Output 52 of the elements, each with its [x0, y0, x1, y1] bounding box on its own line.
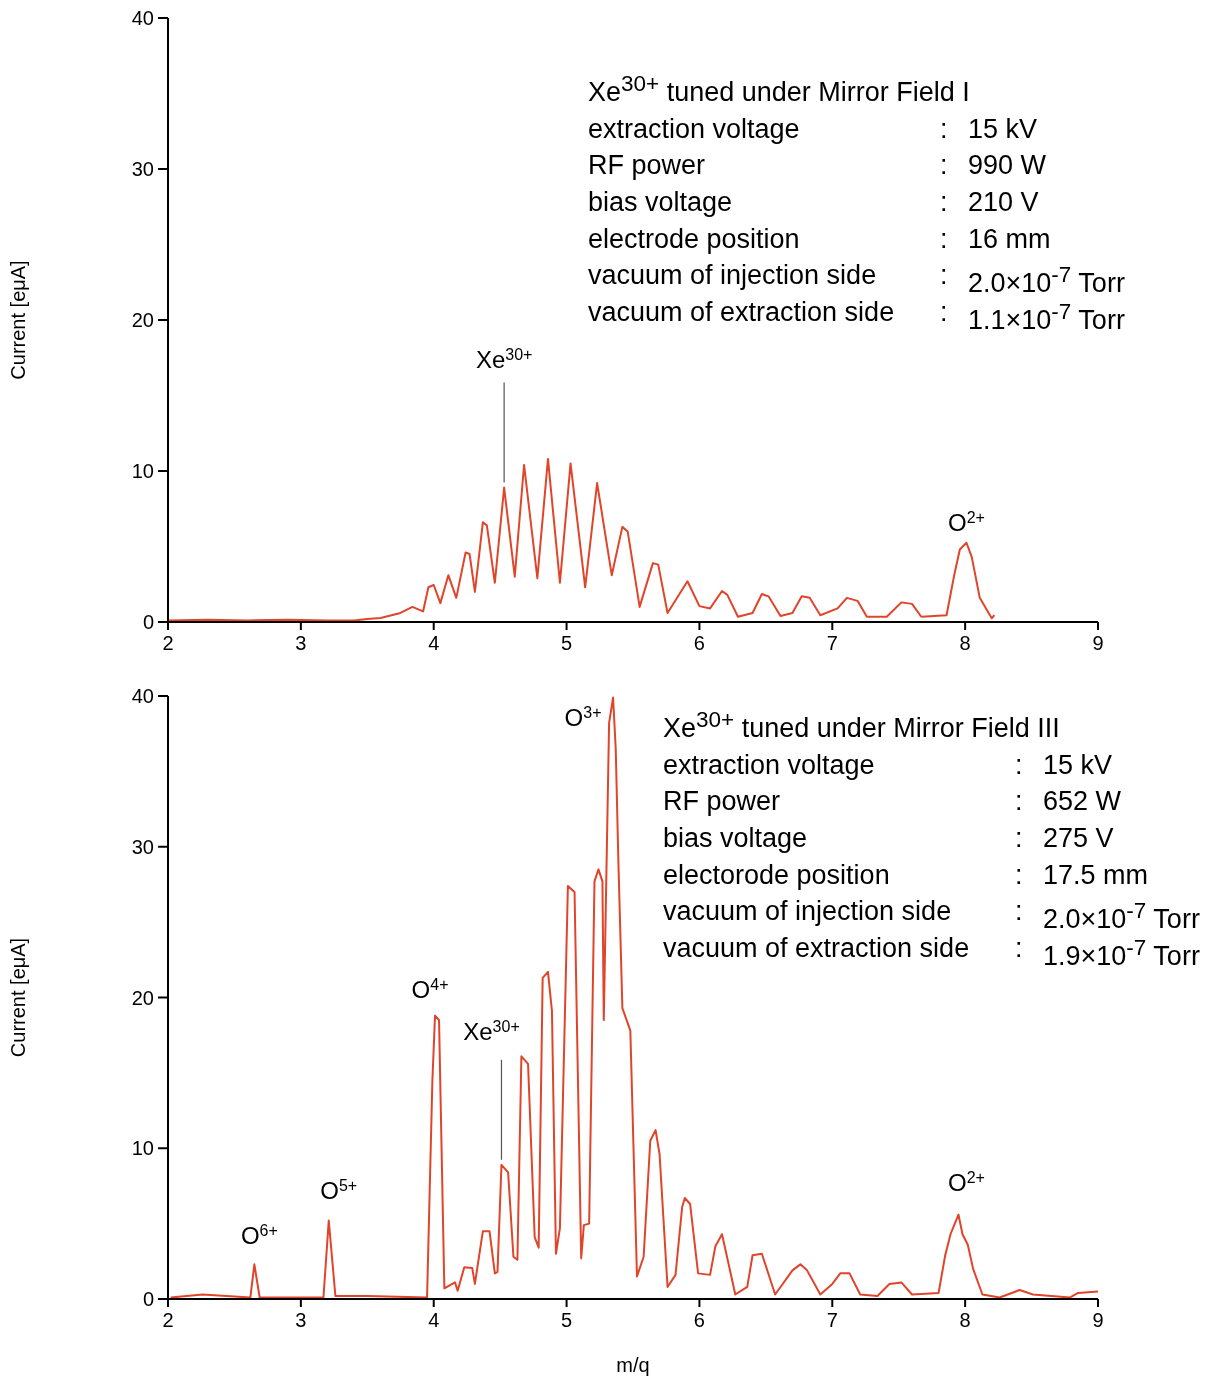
y-tick-label: 30 [131, 835, 154, 858]
annotation: Xe$^{30+}$ [475, 345, 533, 373]
text: bias voltage : 210 V [588, 187, 1039, 218]
y-tick-label: 10 [131, 460, 154, 483]
text: vacuum of extraction side : 1.1×10$^{-7}$ Torr [588, 297, 1125, 336]
x-tick-label: 4 [428, 1309, 440, 1332]
annotation: Xe$^{30+}$ tuned under Mirror Field III [663, 706, 1060, 745]
text: extraction voltage : 15 kV [588, 113, 1038, 144]
text: RF power : 990 W [588, 150, 1047, 181]
annotation: O$^{6+}$ [240, 1221, 278, 1250]
x-tick-label: 2 [162, 632, 174, 655]
x-tick-label: 5 [561, 1309, 573, 1332]
text: bias voltage : 275 V [663, 823, 1114, 854]
annotation: O$^{2+}$ [948, 508, 985, 536]
text: electorode position : 17.5 mm [663, 859, 1149, 890]
y-tick-label: 0 [142, 1288, 154, 1311]
line-series [168, 457, 996, 622]
x-tick-label: 8 [959, 632, 971, 655]
text: electrode position : 16 mm [588, 223, 1051, 254]
x-tick-label: 6 [693, 632, 705, 655]
x-tick-label: 3 [295, 632, 307, 655]
x-tick-label: 5 [561, 632, 573, 655]
x-tick-label: 7 [826, 1309, 838, 1332]
x-tick-label: 6 [693, 1309, 705, 1332]
y-tick-label: 20 [131, 986, 154, 1009]
x-tick-label: 2 [162, 1309, 174, 1332]
y-axis-title: Current [eμA] [7, 260, 30, 380]
text: vacuum of injection side : 2.0×10$^{-7}$ Torr [588, 260, 1125, 299]
annotation: O$^{3+}$ [564, 703, 602, 731]
x-tick-label: 9 [1092, 1309, 1104, 1332]
x-tick-label: 3 [295, 1309, 307, 1332]
text: vacuum of extraction side : 1.9×10$^{-7}$ Torr [663, 933, 1200, 972]
text: RF power : 652 W [663, 786, 1122, 817]
annotation: Xe$^{30+}$ tuned under Mirror Field I [588, 70, 970, 109]
text: vacuum of injection side : 2.0×10$^{-7}$ Torr [663, 896, 1200, 935]
x-tick-label: 7 [826, 632, 838, 655]
y-tick-label: 40 [131, 685, 154, 708]
y-axis-title: Current [eμA] [7, 937, 30, 1058]
annotation: O$^{5+}$ [320, 1176, 358, 1204]
y-tick-label: 0 [142, 611, 154, 634]
x-tick-label: 4 [428, 632, 440, 655]
y-tick-label: 30 [131, 158, 154, 181]
y-tick-label: 10 [131, 1137, 154, 1160]
x-tick-label: 8 [959, 1309, 971, 1332]
x-tick-label: 9 [1092, 632, 1104, 655]
annotation: O$^{2+}$ [948, 1168, 985, 1196]
text: extraction voltage : 15 kV [663, 749, 1113, 780]
annotation: Xe$^{30+}$ [463, 1017, 520, 1045]
y-tick-label: 40 [131, 7, 154, 30]
y-tick-label: 20 [131, 309, 154, 332]
annotation: O$^{4+}$ [411, 975, 449, 1003]
x-axis-title: m/q [616, 1354, 650, 1376]
